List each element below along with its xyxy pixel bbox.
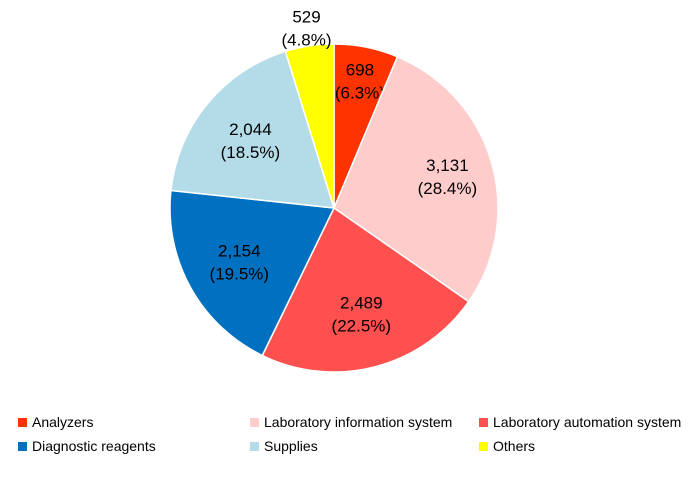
- pie-slice-laboratory-information-system: [333, 55, 499, 303]
- slice-value-laboratory-information-system: 3,131: [426, 156, 469, 175]
- legend-label-others: Others: [493, 438, 536, 454]
- slice-label-laboratory-information-system: 3,131 (28.4%): [418, 156, 478, 198]
- pie-slice-diagnostic-reagents: [169, 189, 336, 357]
- slice-value-diagnostic-reagents: 2,154: [218, 241, 261, 260]
- legend-item-supplies: Supplies: [250, 438, 318, 454]
- slice-percent-laboratory-automation-system: (22.5%): [332, 317, 392, 336]
- legend-item-others: Others: [479, 438, 535, 454]
- slice-label-laboratory-automation-system: 2,489 (22.5%): [332, 294, 392, 336]
- legend-item-analyzers: Analyzers: [18, 414, 93, 430]
- legend-swatch-laboratory-automation-system: [479, 417, 488, 427]
- legend-row-1: Analyzers Laboratory information system …: [18, 414, 700, 438]
- pie-slice-others: [284, 43, 335, 209]
- slice-percent-others: (4.8%): [281, 30, 331, 49]
- legend-item-diagnostic-reagents: Diagnostic reagents: [18, 438, 156, 454]
- legend-swatch-diagnostic-reagents: [18, 441, 27, 451]
- slice-percent-supplies: (18.5%): [221, 143, 281, 162]
- slice-label-supplies: 2,044 (18.5%): [221, 120, 281, 162]
- pie-slice-supplies: [170, 50, 336, 209]
- slice-value-analyzers: 698: [346, 60, 374, 79]
- slice-value-laboratory-automation-system: 2,489: [340, 294, 383, 313]
- legend-swatch-others: [479, 441, 488, 451]
- slice-label-diagnostic-reagents: 2,154 (19.5%): [210, 241, 270, 283]
- legend-swatch-laboratory-information-system: [250, 417, 259, 427]
- legend-swatch-analyzers: [18, 417, 27, 427]
- legend-row-2: Diagnostic reagents Supplies Others: [18, 438, 700, 462]
- slice-percent-laboratory-information-system: (28.4%): [418, 179, 478, 198]
- legend-swatch-supplies: [250, 441, 259, 451]
- slice-percent-analyzers: (6.3%): [335, 83, 385, 102]
- legend-label-supplies: Supplies: [264, 438, 318, 454]
- pie-chart-canvas: 698 (6.3%) 3,131 (28.4%) 2,489 (22.5%) 2,154 (1…: [169, 7, 499, 373]
- legend-label-diagnostic-reagents: Diagnostic reagents: [32, 438, 156, 454]
- slice-label-others: 529 (4.8%): [281, 7, 331, 49]
- legend-label-laboratory-automation-system: Laboratory automation system: [493, 414, 682, 430]
- legend-item-laboratory-automation-system: Laboratory automation system: [479, 414, 681, 430]
- slice-label-analyzers: 698 (6.3%): [335, 60, 385, 102]
- legend-label-analyzers: Analyzers: [32, 414, 94, 430]
- legend-label-laboratory-information-system: Laboratory information system: [264, 414, 453, 430]
- pie-slice-laboratory-automation-system: [261, 206, 470, 373]
- chart-legend: Analyzers Laboratory information system …: [18, 414, 700, 462]
- slice-value-others: 529: [292, 7, 320, 26]
- slice-value-supplies: 2,044: [229, 120, 272, 139]
- slice-percent-diagnostic-reagents: (19.5%): [210, 264, 270, 283]
- legend-item-laboratory-information-system: Laboratory information system: [250, 414, 452, 430]
